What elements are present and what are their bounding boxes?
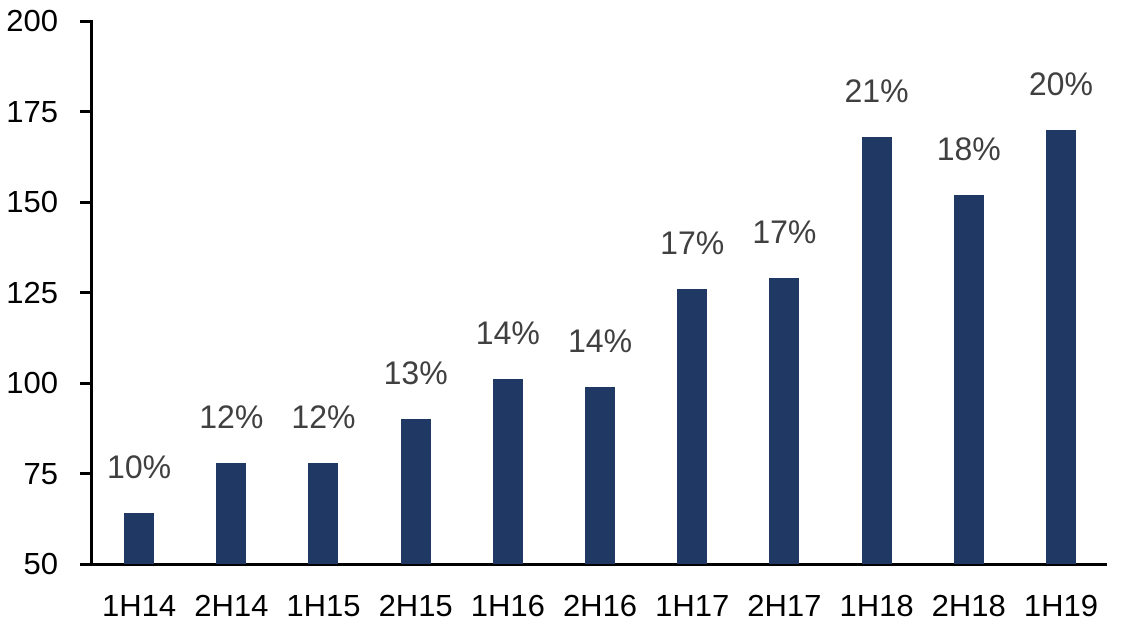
bar [861,136,892,564]
x-category-label: 2H14 [194,588,269,623]
y-tick-mark [80,291,93,294]
y-tick-label: 150 [6,184,58,219]
bar-data-label: 12% [291,398,356,435]
bar-data-label: 20% [1028,65,1093,102]
bar [400,419,431,564]
x-category-label: 1H19 [1023,588,1098,623]
x-category-label: 1H15 [286,588,361,623]
bar-data-label: 12% [199,398,264,435]
y-tick-mark [80,110,93,113]
x-category-label: 2H17 [747,588,822,623]
x-category-label: 1H14 [102,588,177,623]
bar-data-label: 17% [660,224,725,261]
bar-data-label: 14% [567,322,633,359]
bar [492,379,523,564]
x-category-label: 2H15 [378,588,453,623]
y-tick-mark [80,381,93,385]
bar [1045,129,1076,564]
x-axis-line [80,563,1107,566]
bar [677,288,708,564]
x-category-label: 1H18 [839,588,914,623]
bar [308,462,339,564]
bar [124,513,155,564]
y-tick-label: 100 [6,365,58,400]
y-tick-mark [80,472,93,475]
bar-data-label: 17% [752,214,817,251]
y-tick-label: 75 [23,455,58,491]
x-category-label: 1H17 [655,588,730,623]
bar-data-label: 18% [936,130,1001,167]
bar-data-label: 14% [475,315,540,352]
y-tick-mark [80,19,93,23]
bar-data-label: 10% [107,449,172,486]
bar [216,462,247,564]
y-tick-mark [80,562,93,566]
y-tick-label: 200 [6,3,58,38]
y-tick-mark [80,200,93,204]
y-tick-label: 50 [23,546,58,581]
bar [953,194,984,564]
bar [769,278,800,564]
x-category-label: 2H18 [931,588,1006,623]
y-tick-label: 175 [6,93,58,129]
x-category-label: 1H16 [470,588,545,623]
y-tick-label: 125 [6,274,58,310]
bar [585,386,615,564]
bar-data-label: 21% [844,72,909,109]
x-category-label: 2H16 [562,588,638,623]
bar-data-label: 13% [383,355,448,392]
